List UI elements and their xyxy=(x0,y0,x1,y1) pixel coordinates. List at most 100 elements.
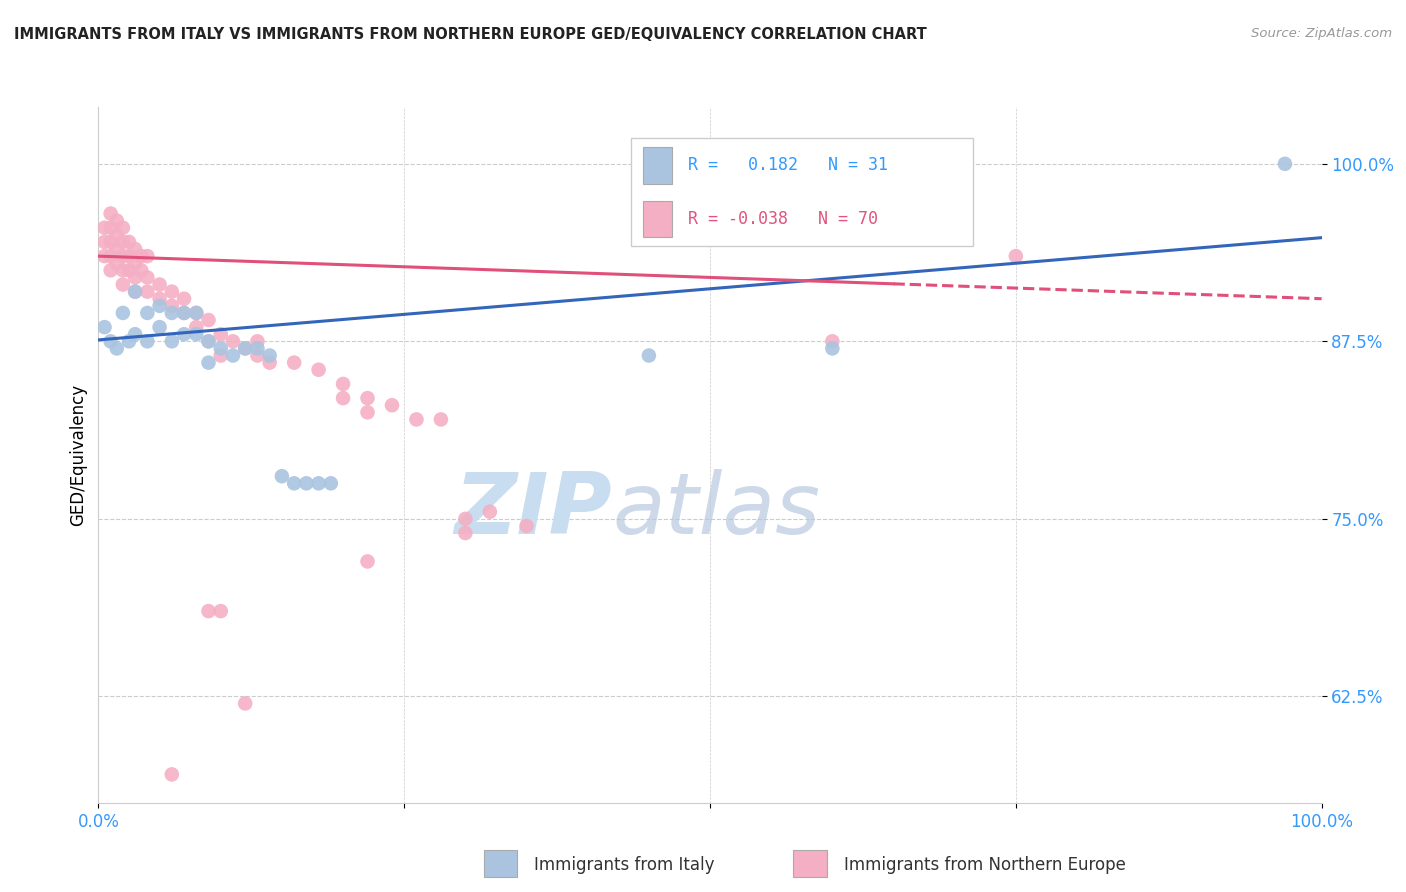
Point xyxy=(136,270,159,285)
Point xyxy=(197,334,219,349)
Point xyxy=(105,256,128,270)
Point xyxy=(246,342,269,356)
Point xyxy=(209,349,232,363)
Point xyxy=(454,526,477,541)
Point xyxy=(332,376,354,391)
Point xyxy=(186,306,208,320)
Text: R =   0.182   N = 31: R = 0.182 N = 31 xyxy=(688,156,889,175)
Y-axis label: GED/Equivalency: GED/Equivalency xyxy=(69,384,87,526)
Point xyxy=(356,405,378,419)
Point xyxy=(430,412,453,426)
Point xyxy=(100,263,122,277)
Point xyxy=(111,235,134,249)
Point xyxy=(259,356,281,370)
Point xyxy=(637,349,661,363)
Point xyxy=(118,249,141,263)
Point xyxy=(1004,249,1026,263)
Point xyxy=(136,306,159,320)
Point xyxy=(105,227,128,242)
Text: Source: ZipAtlas.com: Source: ZipAtlas.com xyxy=(1251,27,1392,40)
Point xyxy=(246,349,269,363)
Point xyxy=(124,270,146,285)
FancyBboxPatch shape xyxy=(643,147,672,184)
Point xyxy=(233,342,256,356)
Text: IMMIGRANTS FROM ITALY VS IMMIGRANTS FROM NORTHERN EUROPE GED/EQUIVALENCY CORRELA: IMMIGRANTS FROM ITALY VS IMMIGRANTS FROM… xyxy=(14,27,927,42)
Point xyxy=(478,505,501,519)
Point xyxy=(186,320,208,334)
Point xyxy=(118,334,141,349)
Point xyxy=(381,398,404,412)
Text: ZIP: ZIP xyxy=(454,469,612,552)
Point xyxy=(308,476,330,491)
Point xyxy=(197,334,219,349)
Point xyxy=(356,391,378,405)
Point xyxy=(332,391,354,405)
Point xyxy=(160,334,183,349)
Point xyxy=(93,320,115,334)
Point xyxy=(149,277,172,292)
Text: Immigrants from Italy: Immigrants from Italy xyxy=(534,856,714,874)
Point xyxy=(100,235,122,249)
Point xyxy=(308,362,330,376)
FancyBboxPatch shape xyxy=(630,138,973,246)
Point xyxy=(197,356,219,370)
Point xyxy=(821,334,844,349)
Point xyxy=(186,306,208,320)
Point xyxy=(160,306,183,320)
Point xyxy=(160,285,183,299)
Point xyxy=(392,860,416,874)
Point xyxy=(1274,157,1296,171)
Point xyxy=(209,604,232,618)
Point xyxy=(246,334,269,349)
Point xyxy=(173,306,195,320)
Point xyxy=(821,342,844,356)
Point xyxy=(124,242,146,256)
Point xyxy=(136,334,159,349)
Point xyxy=(124,327,146,342)
Point xyxy=(197,604,219,618)
Point xyxy=(105,213,128,227)
Point xyxy=(295,476,318,491)
Point xyxy=(129,249,152,263)
Point xyxy=(160,299,183,313)
Point xyxy=(100,334,122,349)
FancyBboxPatch shape xyxy=(643,201,672,237)
Point xyxy=(233,697,256,711)
Point xyxy=(111,220,134,235)
Point xyxy=(136,285,159,299)
Point xyxy=(111,249,134,263)
Point xyxy=(209,342,232,356)
Point xyxy=(197,313,219,327)
Point xyxy=(173,306,195,320)
Point xyxy=(356,554,378,568)
Point xyxy=(186,327,208,342)
Text: atlas: atlas xyxy=(612,469,820,552)
Point xyxy=(149,292,172,306)
Point xyxy=(93,235,115,249)
Point xyxy=(124,256,146,270)
Point xyxy=(173,327,195,342)
Point xyxy=(111,277,134,292)
Point xyxy=(454,512,477,526)
Point xyxy=(105,242,128,256)
Point xyxy=(124,285,146,299)
Point xyxy=(93,249,115,263)
Text: Immigrants from Northern Europe: Immigrants from Northern Europe xyxy=(844,856,1125,874)
Point xyxy=(149,320,172,334)
Point xyxy=(233,342,256,356)
Point xyxy=(100,249,122,263)
Point xyxy=(136,249,159,263)
Point xyxy=(405,412,427,426)
Point xyxy=(105,342,128,356)
Text: R = -0.038   N = 70: R = -0.038 N = 70 xyxy=(688,210,877,228)
Point xyxy=(118,263,141,277)
Point xyxy=(283,476,305,491)
Point xyxy=(111,263,134,277)
Point xyxy=(100,206,122,220)
Point xyxy=(283,356,305,370)
Point xyxy=(515,519,537,533)
Point xyxy=(222,334,245,349)
Point xyxy=(149,299,172,313)
Point xyxy=(319,476,342,491)
Point xyxy=(270,469,294,483)
